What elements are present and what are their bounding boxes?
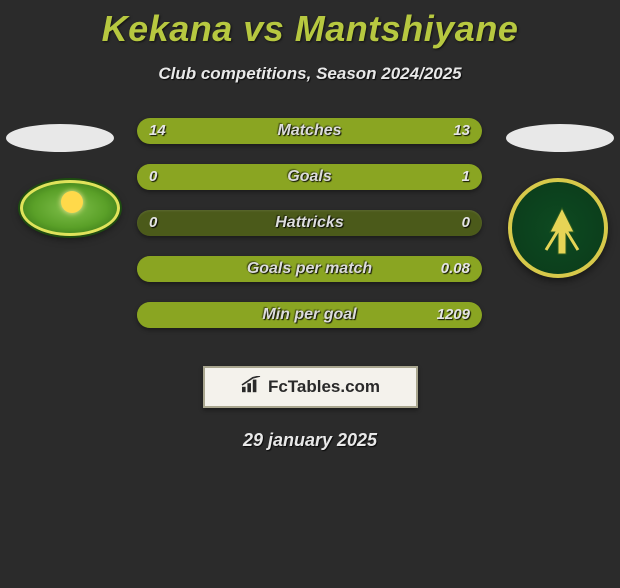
brand-badge: FcTables.com	[203, 366, 418, 408]
stat-bars: Matches1413Goals01Hattricks00Goals per m…	[137, 118, 482, 348]
bar-label: Goals per match	[137, 256, 482, 282]
bar-value-right: 1209	[437, 302, 470, 328]
club-crest-left	[20, 180, 120, 250]
bar-value-left: 0	[149, 210, 157, 236]
club-crest-right	[508, 178, 608, 288]
stat-bar: Goals per match0.08	[137, 256, 482, 282]
subtitle: Club competitions, Season 2024/2025	[0, 64, 620, 84]
player-left-placeholder	[6, 124, 114, 152]
page-title: Kekana vs Mantshiyane	[0, 8, 620, 50]
bar-value-left: 0	[149, 164, 157, 190]
stat-bar: Hattricks0 0	[137, 210, 482, 236]
bar-label: Goals	[137, 164, 482, 190]
bar-value-right: 1	[462, 164, 470, 190]
bar-value-left: 14	[149, 118, 166, 144]
stat-bar: Matches14 13	[137, 118, 482, 144]
bar-value-right: 0.08	[441, 256, 470, 282]
bar-label: Min per goal	[137, 302, 482, 328]
stat-bar: Goals0 1	[137, 164, 482, 190]
bar-label: Hattricks	[137, 210, 482, 236]
bar-label: Matches	[137, 118, 482, 144]
player-right-placeholder	[506, 124, 614, 152]
bar-value-right: 0	[462, 210, 470, 236]
snapshot-date: 29 january 2025	[0, 430, 620, 451]
chart-icon	[240, 376, 262, 399]
comparison-area: Matches1413Goals01Hattricks00Goals per m…	[0, 118, 620, 348]
bar-value-right: 13	[453, 118, 470, 144]
stat-bar: Min per goal1209	[137, 302, 482, 328]
brand-text: FcTables.com	[268, 377, 380, 397]
